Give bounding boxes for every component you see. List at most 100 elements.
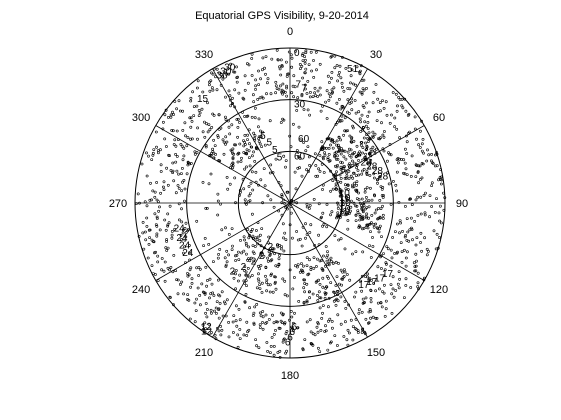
- track-point: [204, 302, 208, 305]
- track-point: [198, 111, 202, 115]
- track-point: [264, 55, 268, 59]
- track-point: [300, 64, 304, 68]
- track-point: [369, 221, 373, 225]
- track-point: [316, 174, 320, 178]
- track-point: [422, 278, 426, 282]
- track-point: [344, 187, 348, 191]
- track-point: [355, 144, 359, 148]
- track-point: [205, 206, 209, 210]
- track-point: [251, 237, 255, 241]
- track-point: [208, 277, 212, 281]
- track-point: [399, 241, 403, 245]
- track-point: [400, 260, 404, 264]
- track-point: [349, 205, 353, 209]
- track-point: [279, 184, 283, 188]
- track-point: [316, 346, 320, 350]
- track-point: [279, 73, 283, 77]
- track-point: [353, 295, 356, 299]
- track-point: [397, 270, 401, 274]
- track-point: [214, 152, 218, 156]
- track-point: [209, 153, 213, 157]
- satellite-label-6: 6: [292, 322, 298, 333]
- track-point: [352, 171, 356, 175]
- track-point: [327, 263, 331, 267]
- track-point: [189, 137, 192, 141]
- track-point: [290, 236, 294, 240]
- track-point: [214, 75, 217, 79]
- track-point: [233, 70, 237, 74]
- track-point: [328, 95, 332, 99]
- track-point: [349, 318, 353, 322]
- track-point: [180, 166, 184, 170]
- track-point: [301, 225, 305, 229]
- track-point: [335, 64, 339, 67]
- satellite-label-17: 17: [366, 277, 378, 288]
- elevation-ring-0: [134, 47, 446, 359]
- track-point: [255, 344, 259, 348]
- track-point: [363, 330, 367, 334]
- track-point: [269, 344, 273, 348]
- track-point: [370, 198, 374, 202]
- track-point: [404, 264, 408, 268]
- track-point: [361, 125, 365, 129]
- track-point: [234, 259, 238, 262]
- track-point: [357, 308, 361, 312]
- track-point: [272, 353, 276, 357]
- track-point: [356, 169, 360, 172]
- track-point: [175, 107, 179, 111]
- track-point: [190, 281, 194, 285]
- track-point: [235, 253, 239, 257]
- track-point: [134, 202, 138, 206]
- track-point: [145, 216, 149, 220]
- track-point: [355, 188, 359, 192]
- track-point: [404, 233, 408, 237]
- track-point: [205, 122, 209, 126]
- track-point: [181, 251, 185, 255]
- track-point: [246, 81, 250, 85]
- track-point: [381, 290, 384, 294]
- track-point: [238, 142, 242, 146]
- track-point: [329, 189, 333, 193]
- track-point: [171, 110, 174, 114]
- track-point: [392, 295, 396, 299]
- track-point: [408, 130, 411, 134]
- track-point: [354, 290, 358, 294]
- track-point: [143, 230, 147, 234]
- track-point: [298, 138, 302, 142]
- track-point: [339, 165, 343, 169]
- track-point: [243, 281, 247, 285]
- track-point: [336, 163, 339, 167]
- track-point: [337, 136, 341, 139]
- track-point: [172, 113, 176, 116]
- track-point: [269, 259, 273, 263]
- track-point: [347, 177, 351, 180]
- track-point: [403, 161, 407, 165]
- track-point: [360, 79, 364, 82]
- track-point: [333, 334, 337, 338]
- track-point: [160, 268, 164, 272]
- track-point: [351, 183, 354, 187]
- track-point: [195, 86, 199, 90]
- track-point: [358, 150, 362, 154]
- track-point: [401, 229, 404, 233]
- track-point: [208, 154, 211, 158]
- track-point: [253, 305, 257, 309]
- track-point: [295, 109, 299, 112]
- track-point: [186, 272, 189, 275]
- track-point: [269, 250, 273, 254]
- track-point: [362, 88, 366, 92]
- track-point: [162, 180, 166, 184]
- track-point: [185, 144, 189, 148]
- track-point: [225, 249, 229, 253]
- track-point: [247, 184, 251, 188]
- track-point: [198, 267, 202, 271]
- track-point: [250, 52, 254, 56]
- track-point: [192, 105, 196, 109]
- track-point: [217, 252, 221, 256]
- track-point: [337, 150, 341, 153]
- track-point: [334, 173, 338, 177]
- azimuth-spoke-210: [212, 202, 291, 338]
- track-point: [339, 76, 343, 80]
- track-point: [227, 125, 231, 129]
